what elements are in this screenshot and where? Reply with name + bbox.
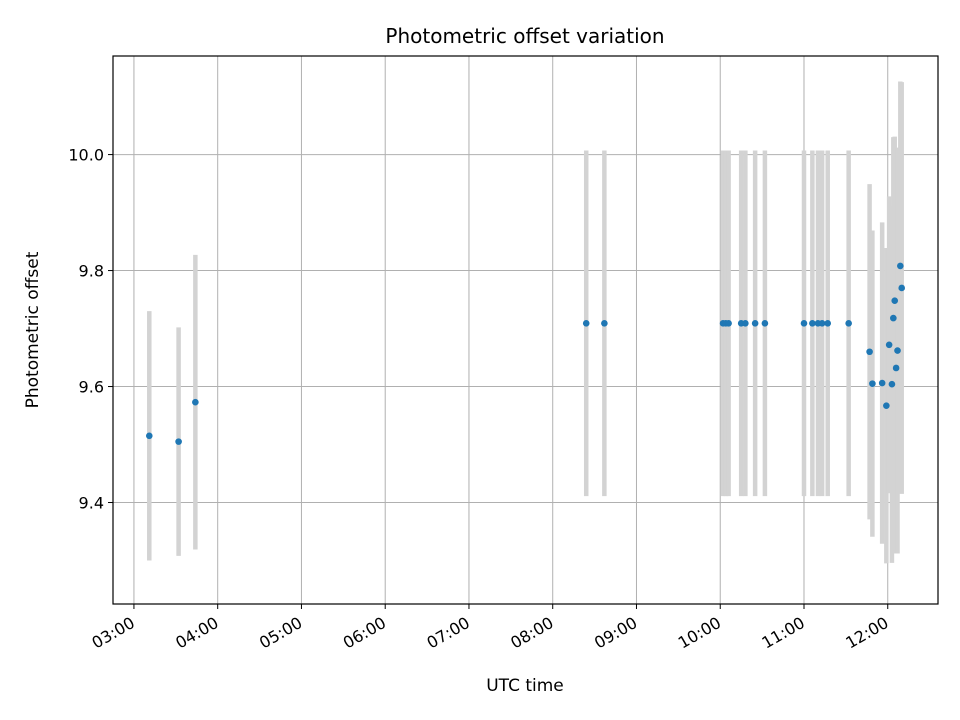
- data-point: [866, 348, 873, 356]
- data-point: [175, 438, 182, 445]
- data-point: [800, 320, 808, 327]
- data-point: [192, 398, 199, 406]
- y-axis-label: Photometric offset: [23, 251, 43, 408]
- y-tick-label: 9.8: [79, 262, 104, 281]
- y-tick-label: 10.0: [68, 146, 104, 165]
- data-point: [888, 380, 896, 388]
- data-point: [892, 364, 900, 372]
- data-point: [883, 402, 890, 409]
- data-point: [894, 347, 901, 354]
- data-point: [582, 320, 590, 327]
- data-point: [809, 320, 816, 327]
- plot-frame: [112, 55, 939, 605]
- data-point: [869, 380, 876, 387]
- chart-title: Photometric offset variation: [385, 24, 664, 48]
- data-point: [885, 341, 893, 349]
- data-point: [761, 320, 769, 327]
- data-point: [818, 320, 826, 327]
- data-points: [145, 262, 906, 445]
- data-point: [897, 262, 904, 270]
- y-tick-label: 9.6: [79, 378, 104, 397]
- data-point: [898, 284, 906, 292]
- y-tick-label: 9.4: [79, 494, 104, 513]
- x-axis-label: UTC time: [486, 676, 564, 696]
- data-point: [601, 320, 608, 327]
- y-axis-ticks: 9.4 9.6 9.8 10.0: [68, 146, 113, 513]
- data-point: [145, 432, 153, 440]
- data-point: [725, 320, 732, 327]
- data-point: [742, 320, 749, 327]
- data-point: [751, 320, 759, 327]
- data-point: [845, 320, 852, 327]
- data-point: [824, 320, 832, 327]
- data-point: [890, 314, 897, 322]
- data-point: [891, 297, 899, 305]
- data-point: [878, 379, 886, 387]
